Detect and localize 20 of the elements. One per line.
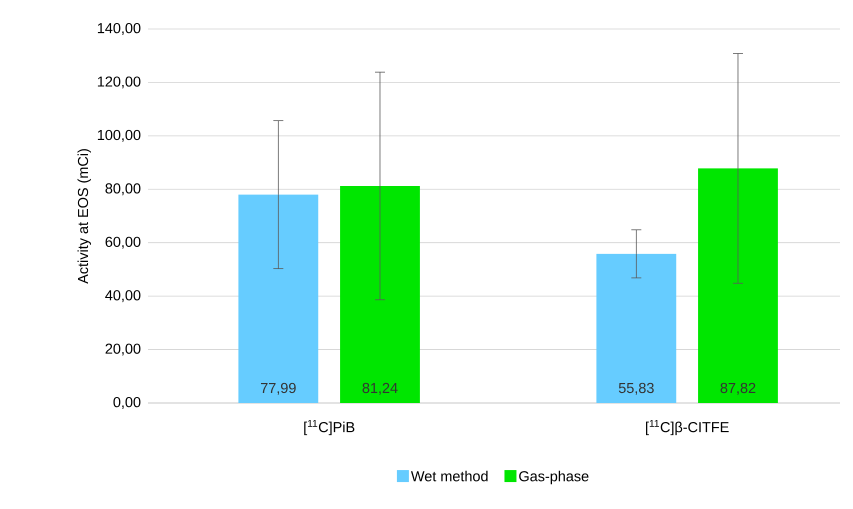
legend-label: Wet method xyxy=(410,470,488,482)
y-tick-label: 100,00 xyxy=(98,130,140,142)
data-label: 87,82 xyxy=(720,382,756,395)
y-tick-label: 40,00 xyxy=(105,290,140,302)
bar xyxy=(238,194,318,403)
y-tick-label: 20,00 xyxy=(106,344,140,356)
bar xyxy=(596,254,676,403)
y-tick-label: 80,00 xyxy=(105,183,140,196)
data-label: 81,24 xyxy=(362,382,398,395)
bar xyxy=(698,168,778,403)
data-label: 77,99 xyxy=(260,382,296,395)
y-tick-label: 140,00 xyxy=(98,23,140,35)
data-label: 55,83 xyxy=(618,382,654,395)
x-tick-label: [$^{11}$C]PiB xyxy=(304,420,354,436)
y-tick-label: 0,00 xyxy=(113,397,140,409)
legend-label: Gas-phase xyxy=(519,470,588,484)
y-tick-label: 60,00 xyxy=(106,236,140,249)
x-tick-label: [$^{11}$C]β-CITFE xyxy=(646,420,729,436)
y-tick-label: 120,00 xyxy=(98,76,140,88)
y-axis-title: Activity at EOS (mCi) xyxy=(78,149,91,284)
